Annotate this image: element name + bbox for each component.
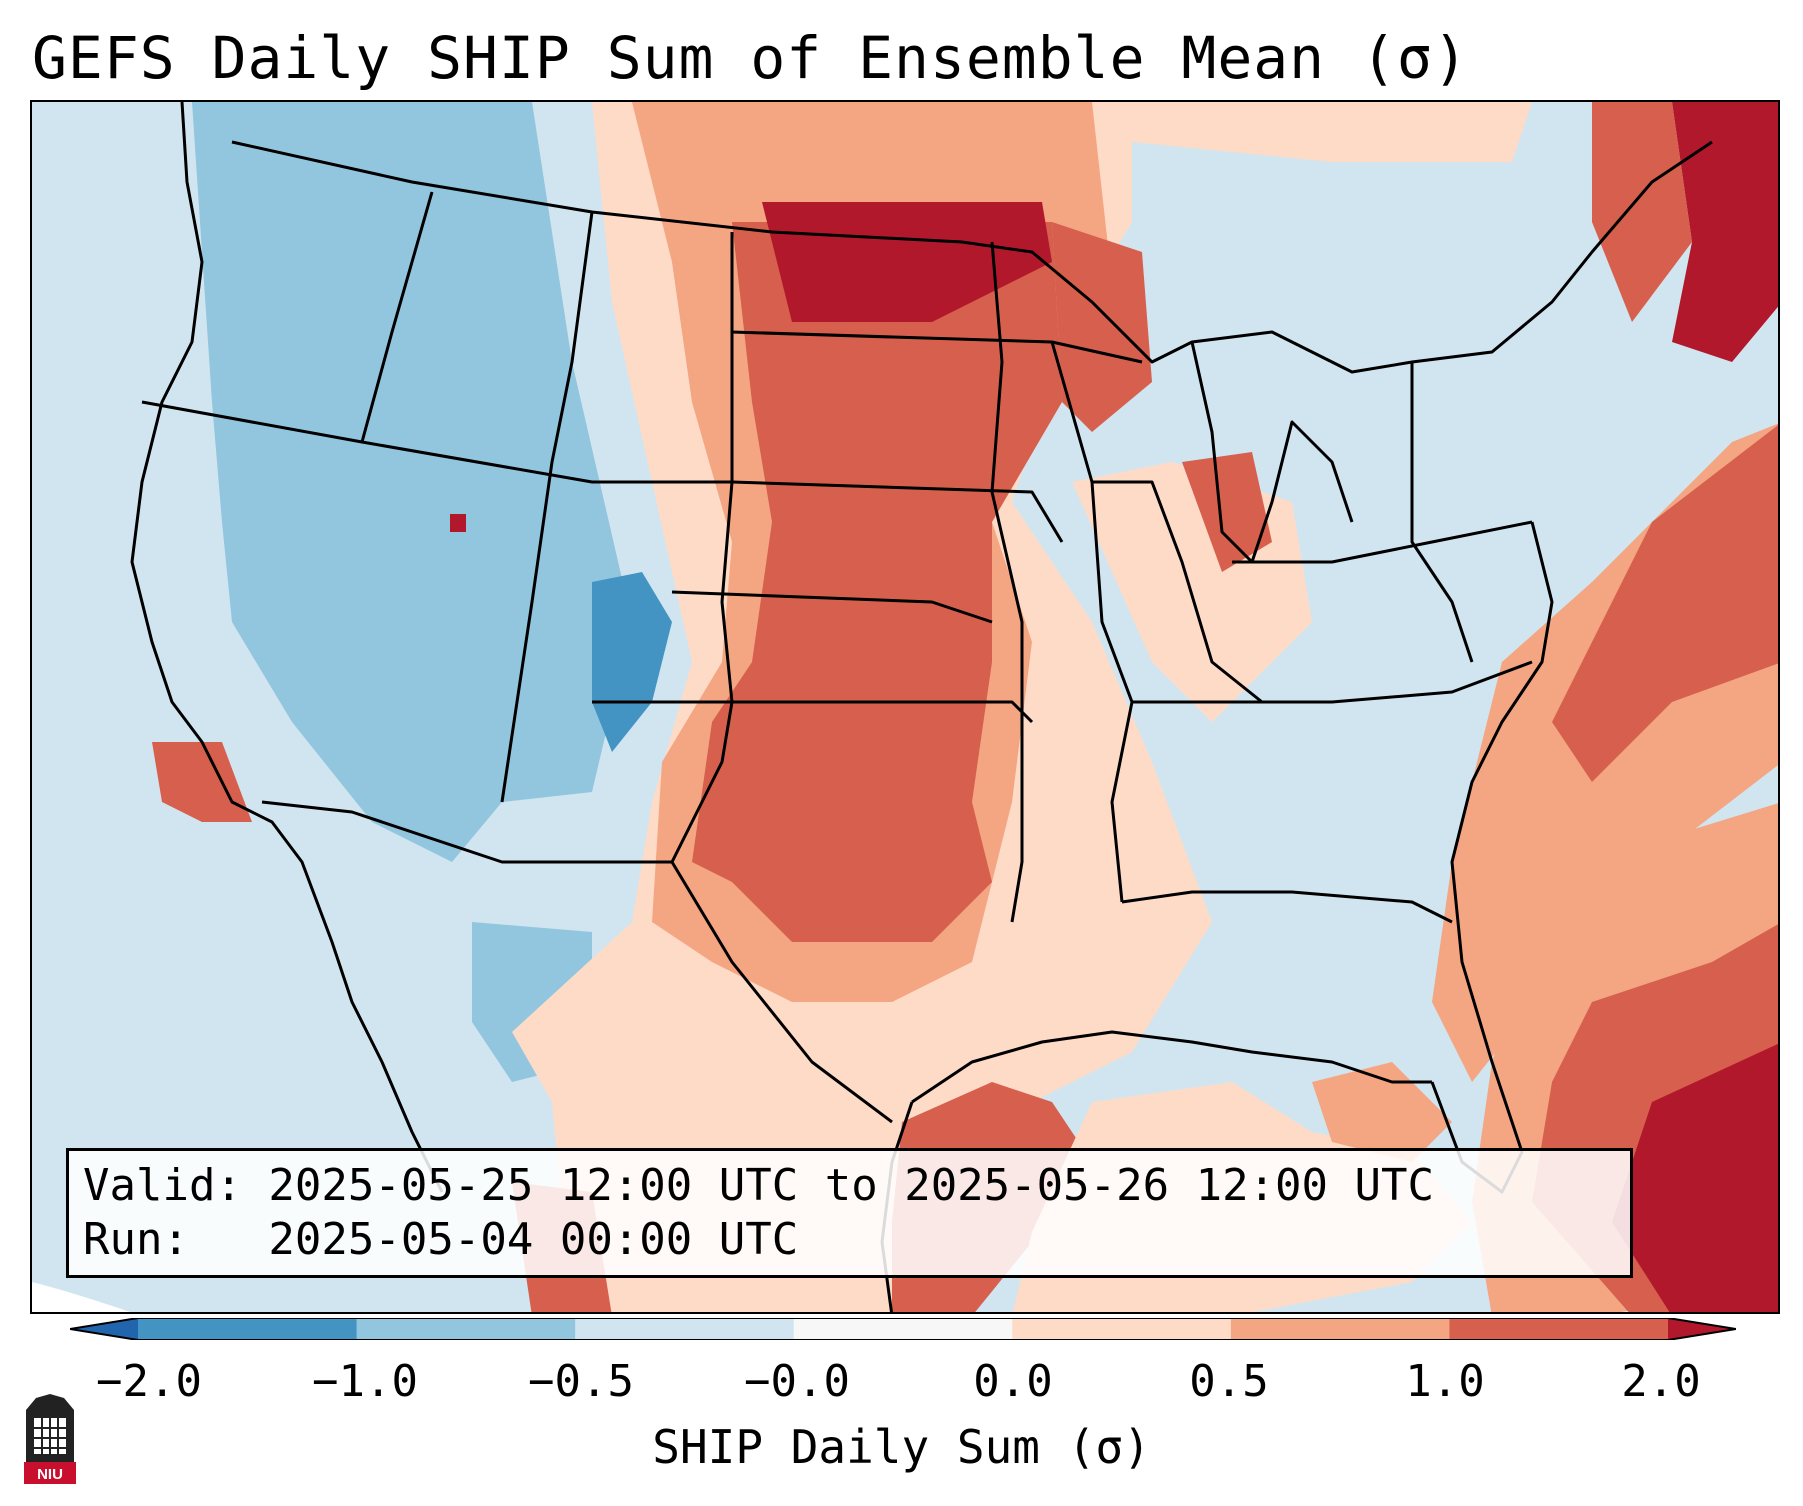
state-border-southwest [261,800,672,864]
valid-run-info-box: Valid: 2025-05-25 12:00 UTC to 2025-05-2… [66,1148,1633,1278]
state-border-plains-west [670,232,734,863]
out-of-domain-corner [32,1282,131,1312]
valid-time-label: Valid: 2025-05-25 12:00 UTC to 2025-05-2… [83,1160,1435,1211]
colorbar-tick-label: 2.0 [1621,1356,1701,1407]
map-panel [30,100,1780,1314]
colorbar-segment [356,1318,576,1340]
state-border-ne-sd [731,480,1064,543]
gulf-states-border [1121,890,1453,924]
very-strong-positive-caribbean [1612,1043,1778,1312]
positive-gulf-spot [1312,1062,1452,1162]
gulf-coastline [911,1030,1432,1104]
logo-banner [24,1462,76,1484]
colorbar-tick-label: −0.0 [744,1356,850,1407]
logo-text: NIU [37,1466,63,1483]
logo-grid-icon [34,1418,66,1454]
colorbar-extend-high [1668,1318,1736,1340]
strong-positive-atlantic-north [1552,425,1778,782]
colorbar-tick-label: −1.0 [312,1356,418,1407]
map-title: GEFS Daily SHIP Sum of Ensemble Mean (σ) [32,24,1469,92]
lake-michigan-shore [1190,341,1354,564]
colorbar-extend-low [70,1318,138,1340]
pacific-coastline [130,102,444,1193]
border-great-lakes [961,140,1713,374]
colorbar-tick-label: 0.5 [1189,1356,1269,1407]
colorbar-segment [138,1318,358,1340]
run-time-label: Run: 2025-05-04 00:00 UTC [83,1214,799,1265]
colorbar-segment [1012,1318,1232,1340]
very-strong-positive-dakotas [762,202,1052,322]
colorbar-tick-label: 0.0 [973,1356,1053,1407]
state-border-idaho [360,191,434,443]
state-border-appalachia [1410,362,1474,663]
strong-positive-upper-midwest [1052,222,1152,432]
colorbar-segment [793,1318,1013,1340]
strong-negative-colorado [592,572,672,752]
utah-hotspot [450,514,466,532]
niu-logo: NIU [24,1394,76,1484]
strong-positive-socal [152,742,252,822]
state-border-row-1 [141,400,732,484]
state-border-mississippi [1050,341,1134,903]
state-border-pa-oh [1232,520,1533,564]
ship-anomaly-map [32,102,1778,1312]
state-border-mountain [500,211,594,803]
very-strong-positive-maritimes [1672,102,1778,362]
colorbar-segment [1449,1318,1669,1340]
colorbar-tick-label: 1.0 [1405,1356,1485,1407]
strong-positive-quebec [1592,102,1692,322]
slightly-positive-canada [1132,102,1532,162]
colorbar-tick-label: −0.5 [528,1356,634,1407]
strong-positive-michigan [1182,452,1272,572]
us-mexico-border [670,861,893,1124]
colorbar-tick-label: −2.0 [96,1356,202,1407]
colorbar-segment [575,1318,795,1340]
colorbar [70,1318,1736,1340]
state-border-ks-ne [671,590,993,624]
state-border-tn-nc [1132,660,1533,704]
colorbar-segment [1230,1318,1450,1340]
strong-positive-central-plains [692,222,1062,942]
colorbar-label: SHIP Daily Sum (σ) [652,1420,1151,1474]
state-border-ohio-valley [1092,480,1263,704]
state-border-plains-east [990,241,1024,923]
